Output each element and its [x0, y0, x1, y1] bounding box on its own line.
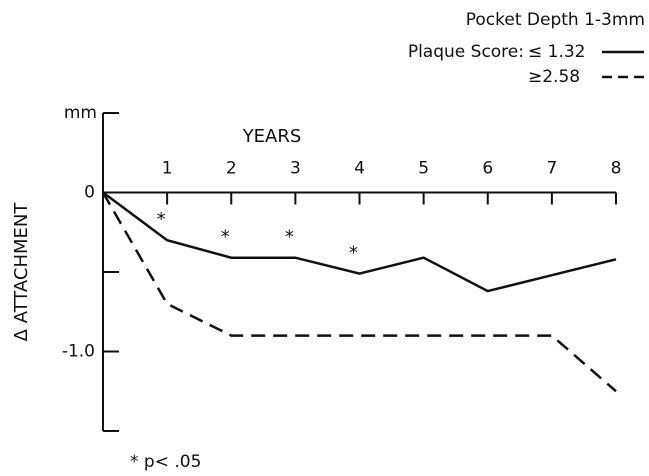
legend-title: Plaque Score:: [408, 42, 524, 62]
x-tick-label: 5: [418, 159, 429, 179]
y-axis-label: Δ ATTACHMENT: [11, 202, 32, 342]
x-tick-label: 3: [290, 159, 301, 179]
x-tick-label: 4: [354, 159, 365, 179]
significance-marker: *: [349, 243, 358, 264]
footnote: * p< .05: [130, 452, 201, 472]
x-tick-label: 2: [226, 159, 237, 179]
chart-title: Pocket Depth 1-3mm: [466, 10, 645, 30]
legend-label: ≥2.58: [528, 67, 580, 87]
significance-marker: *: [285, 227, 294, 248]
x-tick-label: 8: [611, 159, 622, 179]
significance-marker: *: [157, 209, 166, 230]
x-tick-label: 1: [162, 159, 173, 179]
legend-label: ≤ 1.32: [528, 42, 586, 62]
y-unit: mm: [64, 103, 97, 123]
x-tick-label: 6: [482, 159, 493, 179]
significance-marker: *: [221, 227, 230, 248]
y-tick-label: -1.0: [62, 342, 95, 362]
data-line: [102, 191, 617, 293]
x-tick-label: 7: [546, 159, 557, 179]
data-line: [101, 191, 617, 393]
x-axis-label: YEARS: [242, 126, 302, 147]
y-tick-label: 0: [84, 183, 95, 203]
